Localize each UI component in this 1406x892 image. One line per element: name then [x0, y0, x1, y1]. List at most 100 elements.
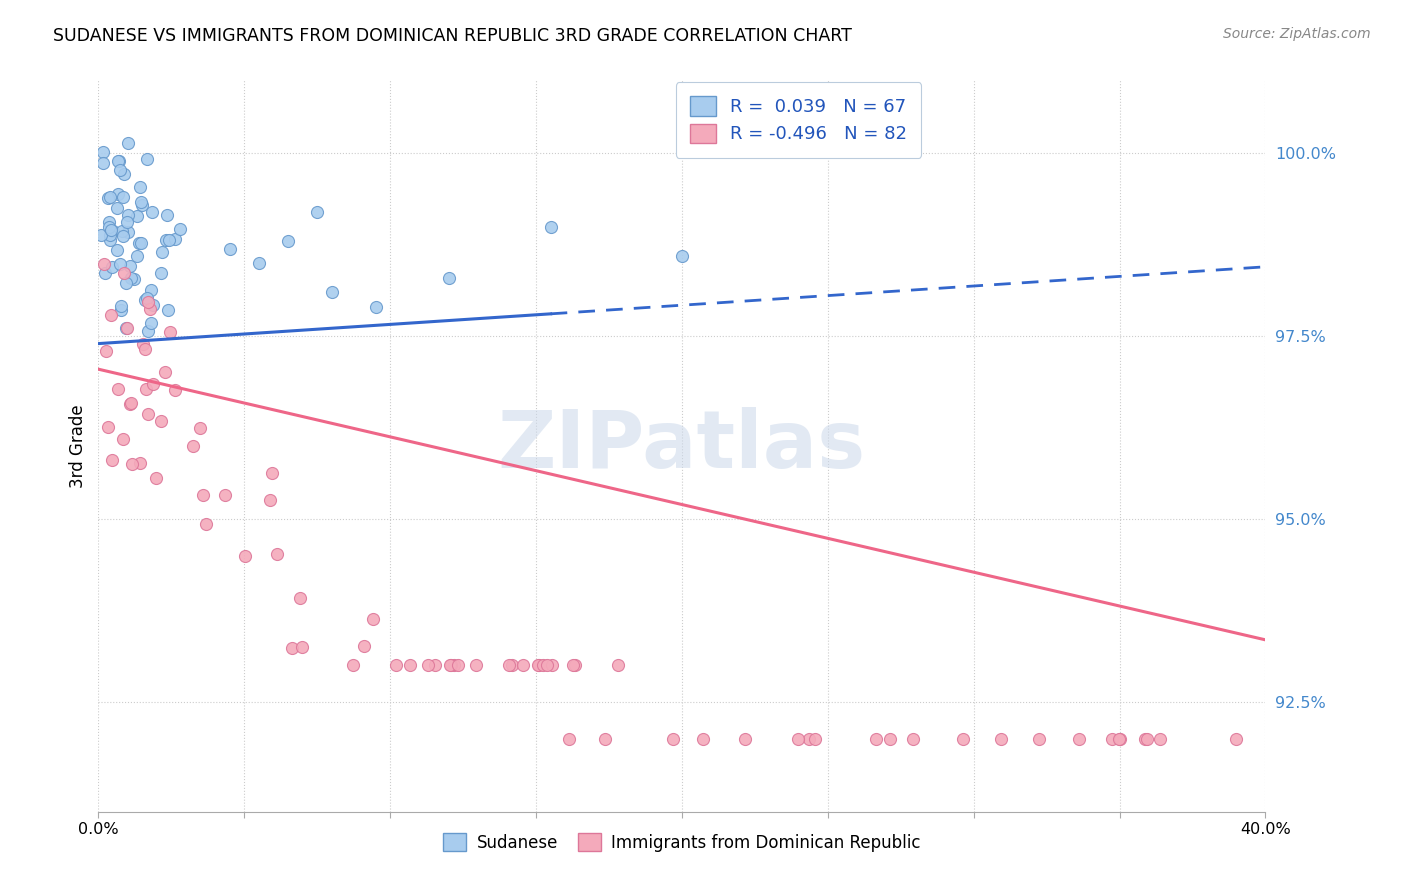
Point [787, 731, 810, 746]
Point [443, 658, 465, 673]
Point [501, 658, 523, 673]
Point [159, 325, 181, 339]
Point [447, 658, 470, 673]
Point [117, 226, 139, 240]
Text: ZIPatlas: ZIPatlas [498, 407, 866, 485]
Point [165, 384, 187, 398]
Point [260, 466, 283, 480]
Point [155, 233, 177, 247]
Point [141, 205, 163, 219]
Point [150, 245, 173, 260]
Point [266, 547, 288, 561]
Point [952, 731, 974, 746]
Point [233, 549, 256, 564]
Point [117, 136, 139, 150]
Point [353, 639, 375, 653]
Point [307, 205, 329, 219]
Point [607, 658, 630, 673]
Point [1133, 731, 1156, 746]
Y-axis label: 3rd Grade: 3rd Grade [69, 404, 87, 488]
Point [121, 457, 143, 471]
Point [465, 658, 488, 673]
Point [120, 396, 142, 410]
Point [98, 233, 121, 247]
Point [385, 658, 408, 673]
Point [145, 471, 167, 485]
Point [498, 658, 520, 673]
Point [136, 295, 159, 310]
Point [115, 321, 138, 335]
Point [291, 640, 314, 654]
Point [107, 153, 129, 168]
Point [593, 731, 616, 746]
Point [129, 236, 152, 251]
Point [558, 731, 581, 746]
Point [105, 243, 128, 257]
Point [512, 658, 534, 673]
Point [122, 272, 145, 286]
Point [111, 228, 134, 243]
Point [129, 195, 152, 210]
Point [142, 297, 165, 311]
Point [107, 382, 129, 396]
Point [440, 658, 463, 673]
Point [214, 488, 236, 502]
Point [112, 167, 135, 181]
Point [364, 300, 387, 314]
Point [127, 209, 149, 223]
Point [128, 235, 150, 250]
Point [163, 232, 186, 246]
Point [562, 658, 585, 673]
Point [98, 190, 121, 204]
Point [692, 731, 714, 746]
Point [804, 731, 827, 746]
Point [662, 731, 685, 746]
Point [153, 365, 176, 379]
Point [671, 249, 693, 263]
Point [259, 493, 281, 508]
Point [136, 408, 159, 422]
Point [94, 266, 117, 280]
Point [540, 219, 562, 234]
Point [797, 731, 820, 746]
Point [1109, 731, 1132, 746]
Point [169, 222, 191, 236]
Point [1108, 731, 1130, 746]
Point [135, 382, 157, 396]
Point [1149, 731, 1171, 746]
Point [218, 242, 240, 256]
Point [1225, 731, 1247, 746]
Point [527, 658, 550, 673]
Point [399, 658, 422, 673]
Point [181, 439, 204, 453]
Point [117, 209, 139, 223]
Point [98, 227, 121, 242]
Point [439, 658, 461, 673]
Point [141, 283, 163, 297]
Point [110, 299, 132, 313]
Legend: Sudanese, Immigrants from Dominican Republic: Sudanese, Immigrants from Dominican Repu… [436, 826, 928, 858]
Point [423, 658, 446, 673]
Point [191, 488, 214, 502]
Point [564, 658, 586, 673]
Point [112, 190, 135, 204]
Point [136, 153, 159, 167]
Point [115, 277, 138, 291]
Point [142, 377, 165, 392]
Point [437, 270, 460, 285]
Point [139, 301, 162, 316]
Point [150, 266, 173, 280]
Point [107, 153, 129, 168]
Point [132, 336, 155, 351]
Point [531, 658, 554, 673]
Point [131, 197, 153, 211]
Point [247, 256, 270, 270]
Point [100, 223, 122, 237]
Text: Source: ZipAtlas.com: Source: ZipAtlas.com [1223, 27, 1371, 41]
Text: SUDANESE VS IMMIGRANTS FROM DOMINICAN REPUBLIC 3RD GRADE CORRELATION CHART: SUDANESE VS IMMIGRANTS FROM DOMINICAN RE… [53, 27, 852, 45]
Point [129, 456, 152, 470]
Point [110, 303, 132, 318]
Point [110, 257, 132, 271]
Point [97, 191, 120, 205]
Point [290, 591, 312, 605]
